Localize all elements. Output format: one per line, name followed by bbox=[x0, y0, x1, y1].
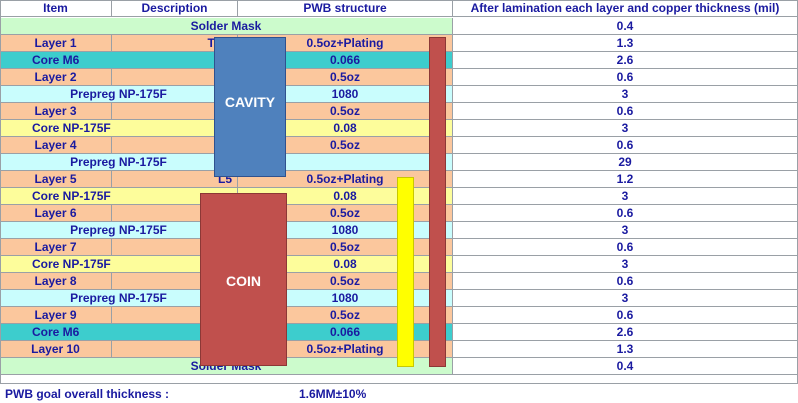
row-structure bbox=[238, 154, 453, 171]
header-item: Item bbox=[0, 0, 112, 17]
row-item: Layer 1 bbox=[0, 35, 112, 52]
row-label: Prepreg NP-175F bbox=[0, 222, 238, 239]
row-thickness: 29 bbox=[453, 154, 798, 171]
table-row: Prepreg NP-175F 29 bbox=[0, 154, 798, 171]
header-description: Description bbox=[112, 0, 238, 17]
row-thickness: 3 bbox=[453, 290, 798, 307]
cavity-label: CAVITY bbox=[224, 94, 276, 110]
row-structure: 0.5oz bbox=[238, 69, 453, 86]
row-thickness: 3 bbox=[453, 188, 798, 205]
row-structure: 1080 bbox=[238, 86, 453, 103]
row-label: Core NP-175F bbox=[0, 188, 238, 205]
table-row: Core NP-175F 0.08 3 bbox=[0, 120, 798, 137]
row-structure: 0.5oz+Plating bbox=[238, 35, 453, 52]
row-thickness: 0.6 bbox=[453, 239, 798, 256]
red-via-bar bbox=[429, 37, 446, 367]
cavity-block: CAVITY bbox=[214, 37, 286, 177]
row-item: Layer 2 bbox=[0, 69, 112, 86]
row-item: Layer 6 bbox=[0, 205, 112, 222]
row-thickness: 0.4 bbox=[453, 358, 798, 375]
row-thickness: 1.2 bbox=[453, 171, 798, 188]
header-row: Item Description PWB structure After lam… bbox=[0, 0, 798, 17]
row-thickness: 0.6 bbox=[453, 273, 798, 290]
coin-label: COIN bbox=[226, 273, 261, 289]
row-thickness: 3 bbox=[453, 86, 798, 103]
row-item: Layer 8 bbox=[0, 273, 112, 290]
row-thickness: 2.6 bbox=[453, 324, 798, 341]
row-item: Layer 4 bbox=[0, 137, 112, 154]
row-thickness: 1.3 bbox=[453, 35, 798, 52]
row-thickness: 0.6 bbox=[453, 137, 798, 154]
row-item: Layer 7 bbox=[0, 239, 112, 256]
header-thickness: After lamination each layer and copper t… bbox=[453, 0, 798, 17]
row-thickness: 0.6 bbox=[453, 69, 798, 86]
row-item: Layer 3 bbox=[0, 103, 112, 120]
row-thickness: 0.6 bbox=[453, 205, 798, 222]
footer: PWB goal overall thickness : 1.6MM±10% bbox=[0, 386, 798, 403]
row-label: Core NP-175F bbox=[0, 256, 238, 273]
row-thickness: 3 bbox=[453, 120, 798, 137]
header-pwb-structure: PWB structure bbox=[238, 0, 453, 17]
row-item: Layer 9 bbox=[0, 307, 112, 324]
table-row: Prepreg NP-175F 1080 3 bbox=[0, 86, 798, 103]
row-structure: 0.5oz bbox=[238, 137, 453, 154]
row-item: Layer 10 bbox=[0, 341, 112, 358]
row-label: Solder Mask bbox=[0, 18, 453, 35]
row-structure: 0.066 bbox=[238, 52, 453, 69]
row-structure: 0.5oz bbox=[238, 103, 453, 120]
row-thickness: 2.6 bbox=[453, 52, 798, 69]
row-thickness: 1.3 bbox=[453, 341, 798, 358]
row-label: Prepreg NP-175F bbox=[0, 290, 238, 307]
table-row: Solder Mask 0.4 bbox=[0, 18, 798, 35]
coin-block: COIN bbox=[200, 193, 287, 366]
row-label: Core NP-175F bbox=[0, 120, 238, 137]
row-thickness: 0.4 bbox=[453, 18, 798, 35]
row-structure: 0.08 bbox=[238, 120, 453, 137]
row-thickness: 0.6 bbox=[453, 103, 798, 120]
row-thickness: 0.6 bbox=[453, 307, 798, 324]
row-thickness: 3 bbox=[453, 222, 798, 239]
yellow-via-bar bbox=[397, 177, 414, 367]
table-row: Core M6 0.066 2.6 bbox=[0, 52, 798, 69]
row-thickness: 3 bbox=[453, 256, 798, 273]
row-label: Prepreg NP-175F bbox=[0, 154, 238, 171]
table-row: Solder Mask 0.4 bbox=[0, 358, 798, 375]
row-label: Prepreg NP-175F bbox=[0, 86, 238, 103]
footer-value: 1.6MM±10% bbox=[299, 387, 367, 401]
footer-label: PWB goal overall thickness : bbox=[5, 387, 170, 401]
row-item: Layer 5 bbox=[0, 171, 112, 188]
row-label: Core M6 bbox=[0, 52, 238, 69]
